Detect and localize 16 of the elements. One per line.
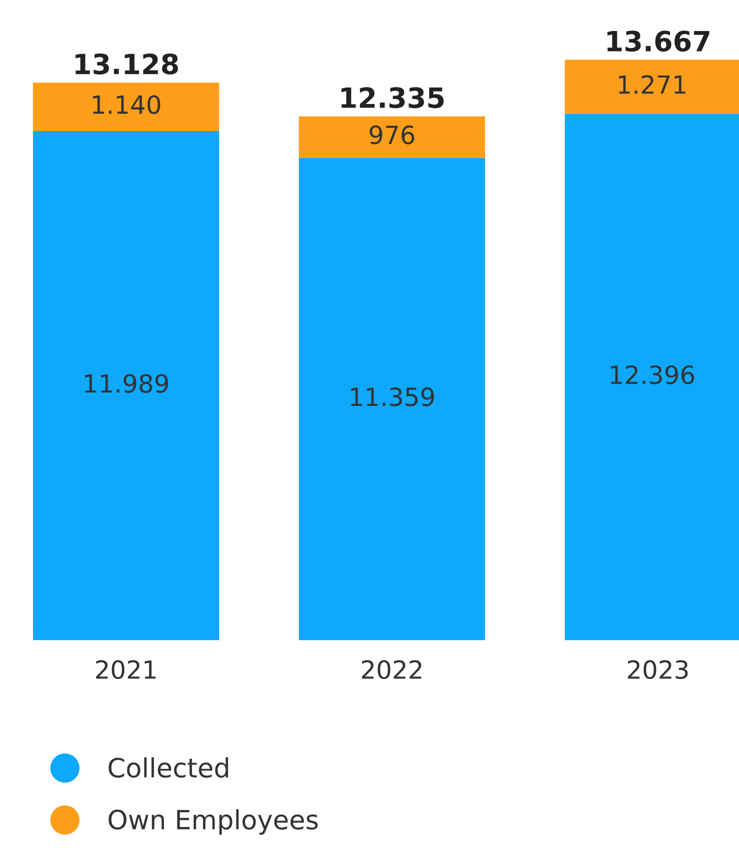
bar	[32, 131, 220, 640]
legend-label: Collected	[108, 757, 228, 778]
data-label: 12.396	[610, 365, 694, 384]
bar	[32, 82, 220, 132]
data-label: 11.989	[85, 374, 168, 393]
legend-label: Own Employees	[108, 809, 318, 835]
data-label: 976	[370, 125, 414, 144]
x-tick-label: 2021	[96, 660, 156, 680]
x-tick-label: 2022	[362, 660, 422, 680]
data-label: 1.271	[618, 75, 686, 94]
total-label: 12.335	[342, 87, 444, 108]
x-tick-label: 2023	[628, 660, 688, 680]
total-label: 13.128	[76, 53, 178, 74]
total-label: 13.667	[607, 30, 710, 52]
data-label: 1.140	[93, 95, 160, 114]
data-label: 11.359	[350, 387, 434, 406]
